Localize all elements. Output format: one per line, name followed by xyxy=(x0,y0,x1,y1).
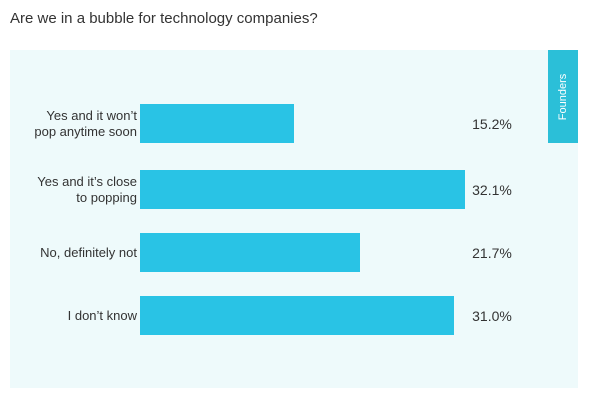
value-label: 15.2% xyxy=(472,115,512,132)
chart-panel: Founders Yes and it won’t pop anytime so… xyxy=(10,50,578,388)
bar xyxy=(140,296,455,335)
bar xyxy=(140,233,360,272)
tab-label: Founders xyxy=(557,73,569,120)
category-label: Yes and it won’t pop anytime soon xyxy=(34,107,137,139)
category-label: Yes and it’s close to popping xyxy=(37,173,137,205)
value-label: 32.1% xyxy=(472,181,512,198)
segment-tab: Founders xyxy=(548,50,578,143)
bar xyxy=(140,170,466,209)
bar xyxy=(140,104,294,143)
value-label: 21.7% xyxy=(472,244,512,261)
value-label: 31.0% xyxy=(472,307,512,324)
chart-title: Are we in a bubble for technology compan… xyxy=(10,10,318,27)
category-label: I don’t know xyxy=(67,307,137,323)
category-label: No, definitely not xyxy=(40,244,137,260)
